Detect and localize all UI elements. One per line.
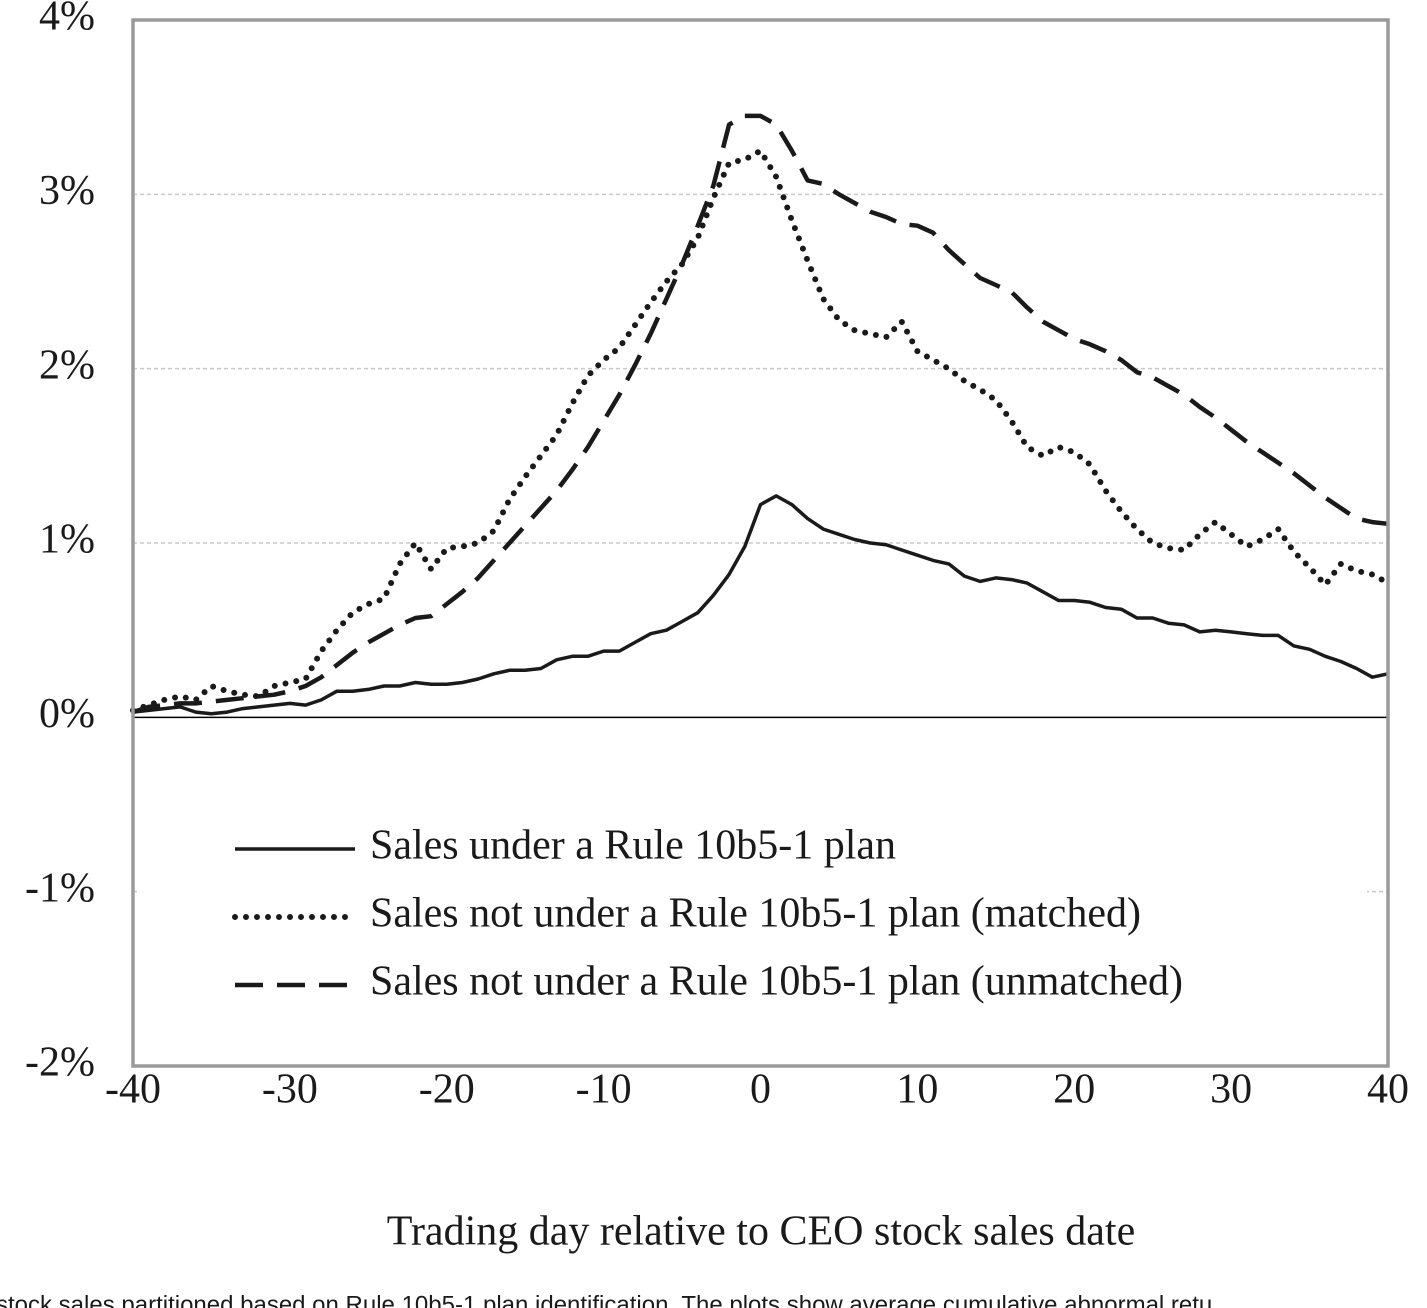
legend-label: Sales not under a Rule 10b5-1 plan (matc… bbox=[370, 891, 1141, 937]
y-tick-label: -2% bbox=[25, 1040, 95, 1086]
x-tick-label: 0 bbox=[750, 1067, 771, 1113]
x-tick-label: 10 bbox=[896, 1067, 938, 1113]
x-tick-label: 40 bbox=[1367, 1067, 1409, 1113]
y-tick-label: 3% bbox=[39, 168, 95, 214]
y-tick-label: 4% bbox=[39, 0, 95, 40]
x-tick-label: -30 bbox=[262, 1067, 318, 1113]
x-tick-label: -10 bbox=[576, 1067, 632, 1113]
series-line bbox=[130, 147, 1391, 714]
series-line bbox=[132, 113, 1389, 715]
y-tick-label: 0% bbox=[39, 691, 95, 737]
y-tick-label: 1% bbox=[39, 517, 95, 563]
legend-label: Sales under a Rule 10b5-1 plan bbox=[370, 823, 896, 869]
plot-frame bbox=[131, 18, 1390, 1068]
x-axis-title: Trading day relative to CEO stock sales … bbox=[387, 1209, 1135, 1255]
caption: stock sales partitioned based on Rule 10… bbox=[0, 1291, 1212, 1308]
x-tick-label: 20 bbox=[1053, 1067, 1095, 1113]
x-tick-label: -20 bbox=[419, 1067, 475, 1113]
x-tick-label: -40 bbox=[105, 1067, 161, 1113]
legend-label: Sales not under a Rule 10b5-1 plan (unma… bbox=[370, 959, 1183, 1005]
y-tick-label: -1% bbox=[25, 865, 95, 911]
x-tick-label: 30 bbox=[1210, 1067, 1252, 1113]
y-tick-label: 2% bbox=[39, 342, 95, 388]
series-line bbox=[132, 494, 1389, 716]
